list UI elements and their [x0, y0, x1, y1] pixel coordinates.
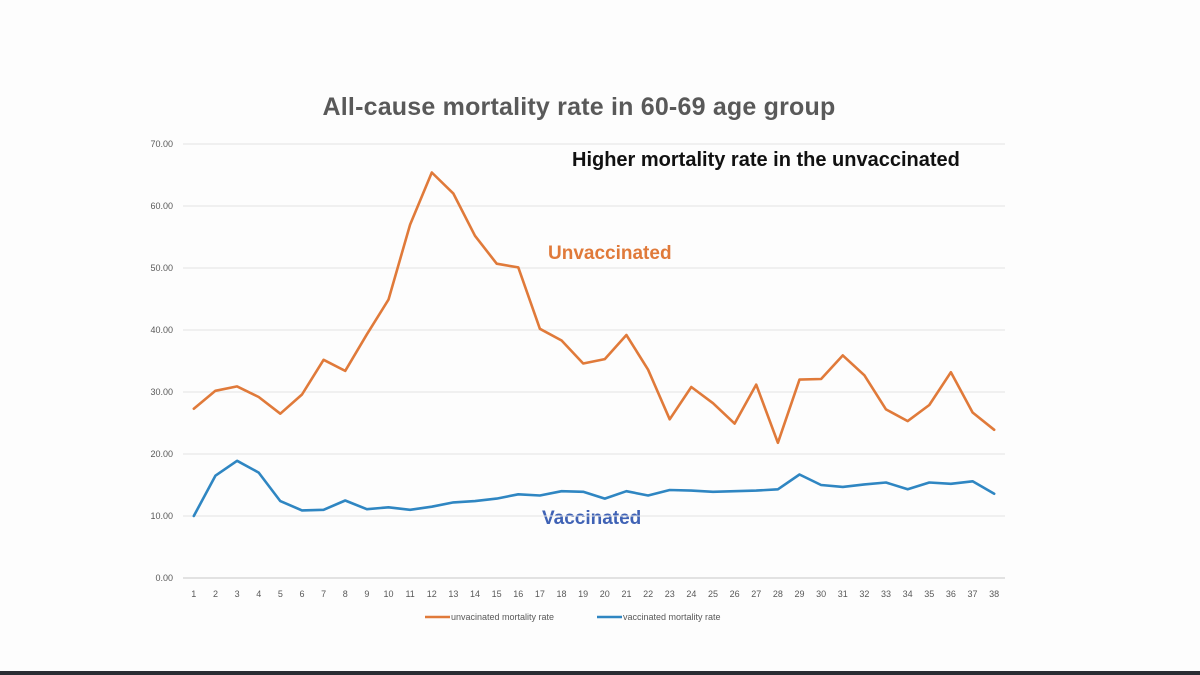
y-tick-label: 50.00 [150, 263, 173, 273]
x-tick-label: 30 [816, 589, 826, 599]
x-tick-label: 3 [235, 589, 240, 599]
annotation-vaccinated: Vaccinated [542, 508, 642, 529]
x-tick-label: 38 [989, 589, 999, 599]
x-tick-label: 12 [427, 589, 437, 599]
x-tick-label: 21 [621, 589, 631, 599]
x-tick-label: 7 [321, 589, 326, 599]
x-tick-label: 34 [903, 589, 913, 599]
x-tick-label: 2 [213, 589, 218, 599]
x-tick-label: 27 [751, 589, 761, 599]
series-line-vaccinated [192, 459, 996, 518]
x-tick-label: 11 [405, 589, 414, 599]
x-tick-label: 32 [859, 589, 869, 599]
x-tick-label: 18 [557, 589, 567, 599]
x-tick-label: 25 [708, 589, 718, 599]
x-tick-label: 24 [686, 589, 696, 599]
chart-title: All-cause mortality rate in 60-69 age gr… [322, 93, 836, 121]
x-tick-label: 4 [256, 589, 261, 599]
x-tick-label: 17 [535, 589, 545, 599]
x-tick-label: 5 [278, 589, 283, 599]
x-tick-label: 29 [794, 589, 804, 599]
x-tick-label: 10 [383, 589, 393, 599]
y-tick-label: 10.00 [150, 511, 173, 521]
x-tick-label: 22 [643, 589, 653, 599]
x-tick-label: 8 [343, 589, 348, 599]
x-tick-label: 13 [448, 589, 458, 599]
series-lines [192, 171, 996, 518]
gridlines [183, 143, 1005, 579]
legend-label: unvacinated mortality rate [451, 612, 554, 622]
x-tick-label: 35 [924, 589, 934, 599]
y-tick-label: 30.00 [150, 387, 173, 397]
x-tick-label: 14 [470, 589, 480, 599]
x-tick-label: 23 [665, 589, 675, 599]
y-axis-ticks: 0.00 10.00 20.00 30.00 40.00 50.00 60.00 70.00 [150, 139, 173, 583]
x-tick-label: 16 [513, 589, 523, 599]
y-tick-label: 40.00 [150, 325, 173, 335]
x-axis-ticks: 1 2 3 4 5 6 7 8 9 10 11 12 13 14 15 16 17 18 19 20 21 22 23 24 2… [191, 589, 999, 599]
legend: unvacinated mortality rate vaccinated mor… [425, 612, 721, 622]
x-tick-label: 36 [946, 589, 956, 599]
y-tick-label: 0.00 [155, 573, 173, 583]
x-tick-label: 26 [730, 589, 740, 599]
y-tick-label: 20.00 [150, 449, 173, 459]
y-tick-label: 60.00 [150, 201, 173, 211]
legend-label: vaccinated mortality rate [623, 612, 721, 622]
bottom-edge-bar [0, 671, 1200, 675]
x-tick-label: 6 [299, 589, 304, 599]
x-tick-label: 15 [492, 589, 502, 599]
x-tick-label: 33 [881, 589, 891, 599]
x-tick-label: 9 [364, 589, 369, 599]
series-line-unvaccinated [192, 171, 996, 445]
x-tick-label: 20 [600, 589, 610, 599]
annotation-unvaccinated: Unvaccinated [548, 243, 672, 264]
chart-subtitle: Higher mortality rate in the unvaccinate… [572, 149, 960, 171]
x-tick-label: 1 [191, 589, 196, 599]
x-tick-label: 31 [838, 589, 848, 599]
x-tick-label: 19 [578, 589, 588, 599]
x-tick-label: 28 [773, 589, 783, 599]
y-tick-label: 70.00 [150, 139, 173, 149]
x-tick-label: 37 [968, 589, 978, 599]
